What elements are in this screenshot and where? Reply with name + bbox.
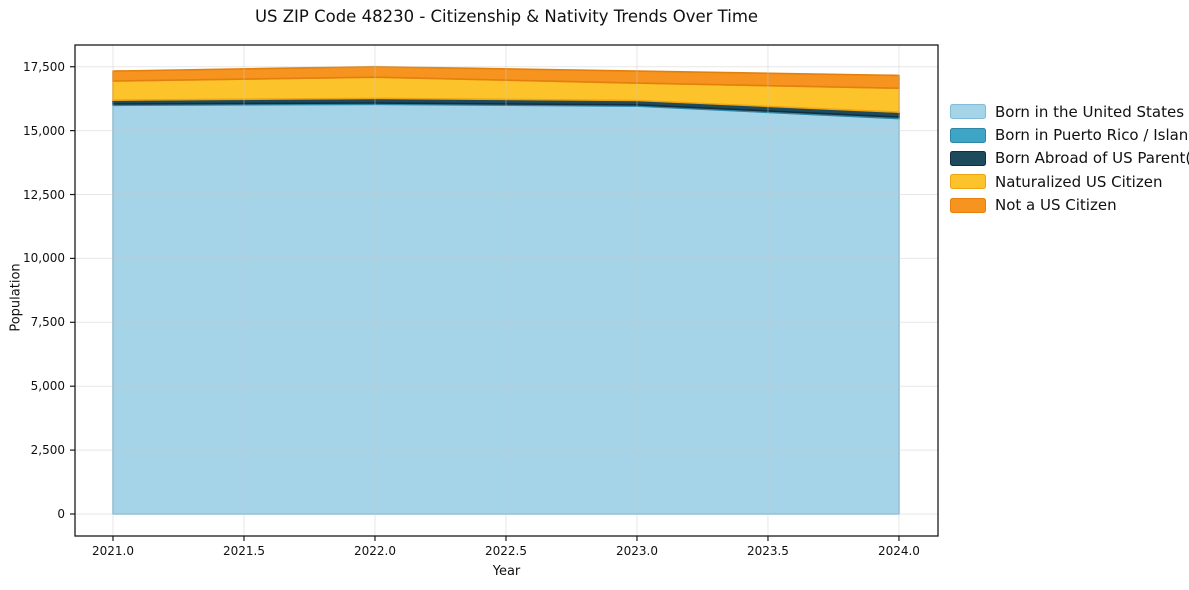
- y-tick-label: 12,500: [23, 187, 65, 202]
- chart-title: US ZIP Code 48230 - Citizenship & Nativi…: [254, 7, 759, 26]
- legend-swatch-icon: [950, 150, 986, 166]
- legend-swatch-icon: [950, 174, 986, 190]
- legend-item-born-in-the-united-states: Born in the United States: [950, 100, 1189, 123]
- legend-label: Born Abroad of US Parent(s): [995, 149, 1189, 168]
- y-tick-label: 0: [57, 506, 65, 521]
- legend-label: Born in the United States: [995, 102, 1185, 121]
- x-tick-label: 2021.5: [222, 544, 265, 558]
- legend-label: Born in Puerto Rico / Islands: [995, 126, 1189, 145]
- legend-item-born-abroad-of-us-parent-s: Born Abroad of US Parent(s): [950, 147, 1189, 170]
- x-tick-label: 2024.0: [877, 544, 920, 558]
- y-tick-label: 10,000: [23, 251, 65, 266]
- y-tick-label: 17,500: [23, 59, 65, 74]
- legend: Born in the United States Born in Puerto …: [950, 100, 1189, 217]
- x-tick-label: 2021.0: [91, 544, 134, 558]
- legend-swatch-icon: [950, 104, 986, 120]
- y-tick-label: 5,000: [30, 379, 65, 394]
- legend-label: Not a US Citizen: [995, 196, 1117, 215]
- x-tick-label: 2022.0: [353, 544, 396, 558]
- legend-item-naturalized-us-citizen: Naturalized US Citizen: [950, 170, 1189, 193]
- legend-item-not-a-us-citizen: Not a US Citizen: [950, 194, 1189, 217]
- legend-swatch-icon: [950, 127, 986, 143]
- legend-item-born-in-puerto-rico-islands: Born in Puerto Rico / Islands: [950, 123, 1189, 146]
- x-tick-label: 2023.5: [746, 544, 789, 558]
- legend-label: Naturalized US Citizen: [995, 172, 1163, 191]
- y-axis-title: Population: [8, 263, 24, 332]
- y-tick-label: 7,500: [30, 315, 65, 330]
- x-axis-title: Year: [492, 564, 521, 579]
- x-tick-label: 2022.5: [484, 544, 527, 558]
- legend-swatch-icon: [950, 197, 986, 213]
- y-tick-label: 15,000: [23, 123, 65, 138]
- x-tick-label: 2023.0: [615, 544, 658, 558]
- y-tick-label: 2,500: [30, 443, 65, 458]
- area-not-a-us-citizen: [112, 65, 900, 89]
